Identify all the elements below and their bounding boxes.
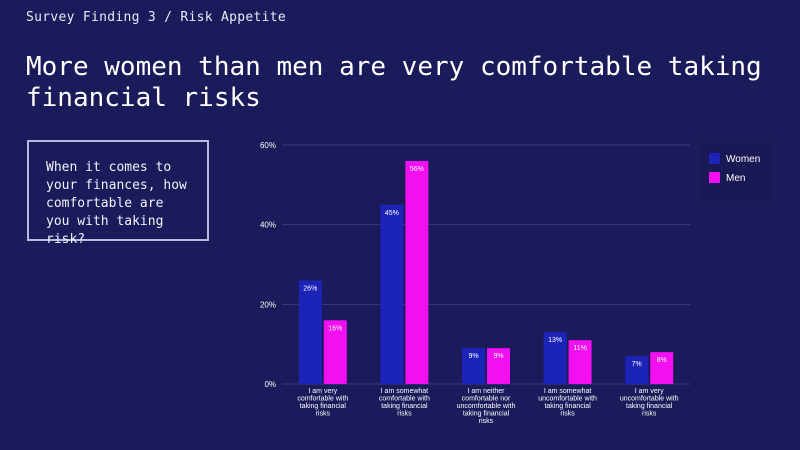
data-label: 7%: [632, 361, 642, 368]
bar-women: [625, 356, 649, 384]
x-tick-label: I am somewhat uncomfortable with taking fi…: [538, 388, 597, 418]
y-tick-label: 60%: [260, 141, 276, 150]
x-tick-label: I am very uncomfortable with taking financ…: [620, 388, 679, 418]
gridlines: [282, 144, 690, 385]
bar-women: [298, 280, 322, 384]
breadcrumb: Survey Finding 3 / Risk Appetite: [26, 10, 287, 25]
legend-label-men: Men: [726, 173, 745, 184]
y-tick-label: 0%: [264, 380, 276, 389]
bar-women: [462, 348, 485, 384]
page-title: More women than men are very comfortable…: [26, 52, 762, 113]
question-box: When it comes to your finances, how comf…: [27, 140, 209, 247]
y-tick-label: 20%: [260, 300, 276, 309]
question-text: When it comes to your finances, how comf…: [46, 160, 187, 247]
legend-swatch-men: [709, 172, 720, 183]
bar-men: [323, 320, 347, 384]
bar-men: [487, 348, 510, 384]
data-label: 26%: [303, 285, 317, 292]
data-label: 9%: [493, 353, 503, 360]
y-tick-label: 40%: [260, 221, 276, 230]
data-label: 16%: [328, 325, 342, 332]
bar-women: [543, 332, 567, 384]
y-axis: 0% 20% 40% 60%: [260, 141, 276, 389]
bar-men: [405, 160, 429, 384]
legend: Women Men: [700, 143, 772, 201]
data-label: 9%: [468, 353, 478, 360]
x-tick-label: I am very comfortable with taking financia…: [297, 388, 348, 418]
data-label: 11%: [573, 345, 587, 352]
data-label: 8%: [657, 357, 667, 364]
bar-women: [380, 204, 404, 384]
bars: [298, 160, 674, 384]
legend-swatch-women: [709, 153, 720, 164]
x-tick-label: I am somewhat comfortable with taking fina…: [379, 388, 430, 418]
data-labels: 26% 16% 45% 56% 9% 9% 13% 11% 7% 8%: [303, 166, 666, 368]
data-label: 56%: [410, 166, 424, 173]
x-axis: I am very comfortable with taking financia…: [297, 388, 678, 425]
bar-men: [650, 352, 674, 384]
x-tick-label: I am neither comfortable nor uncomfortable…: [457, 388, 516, 425]
data-label: 13%: [548, 337, 562, 344]
legend-label-women: Women: [726, 154, 760, 165]
bar-men: [568, 340, 592, 384]
data-label: 45%: [385, 210, 399, 217]
